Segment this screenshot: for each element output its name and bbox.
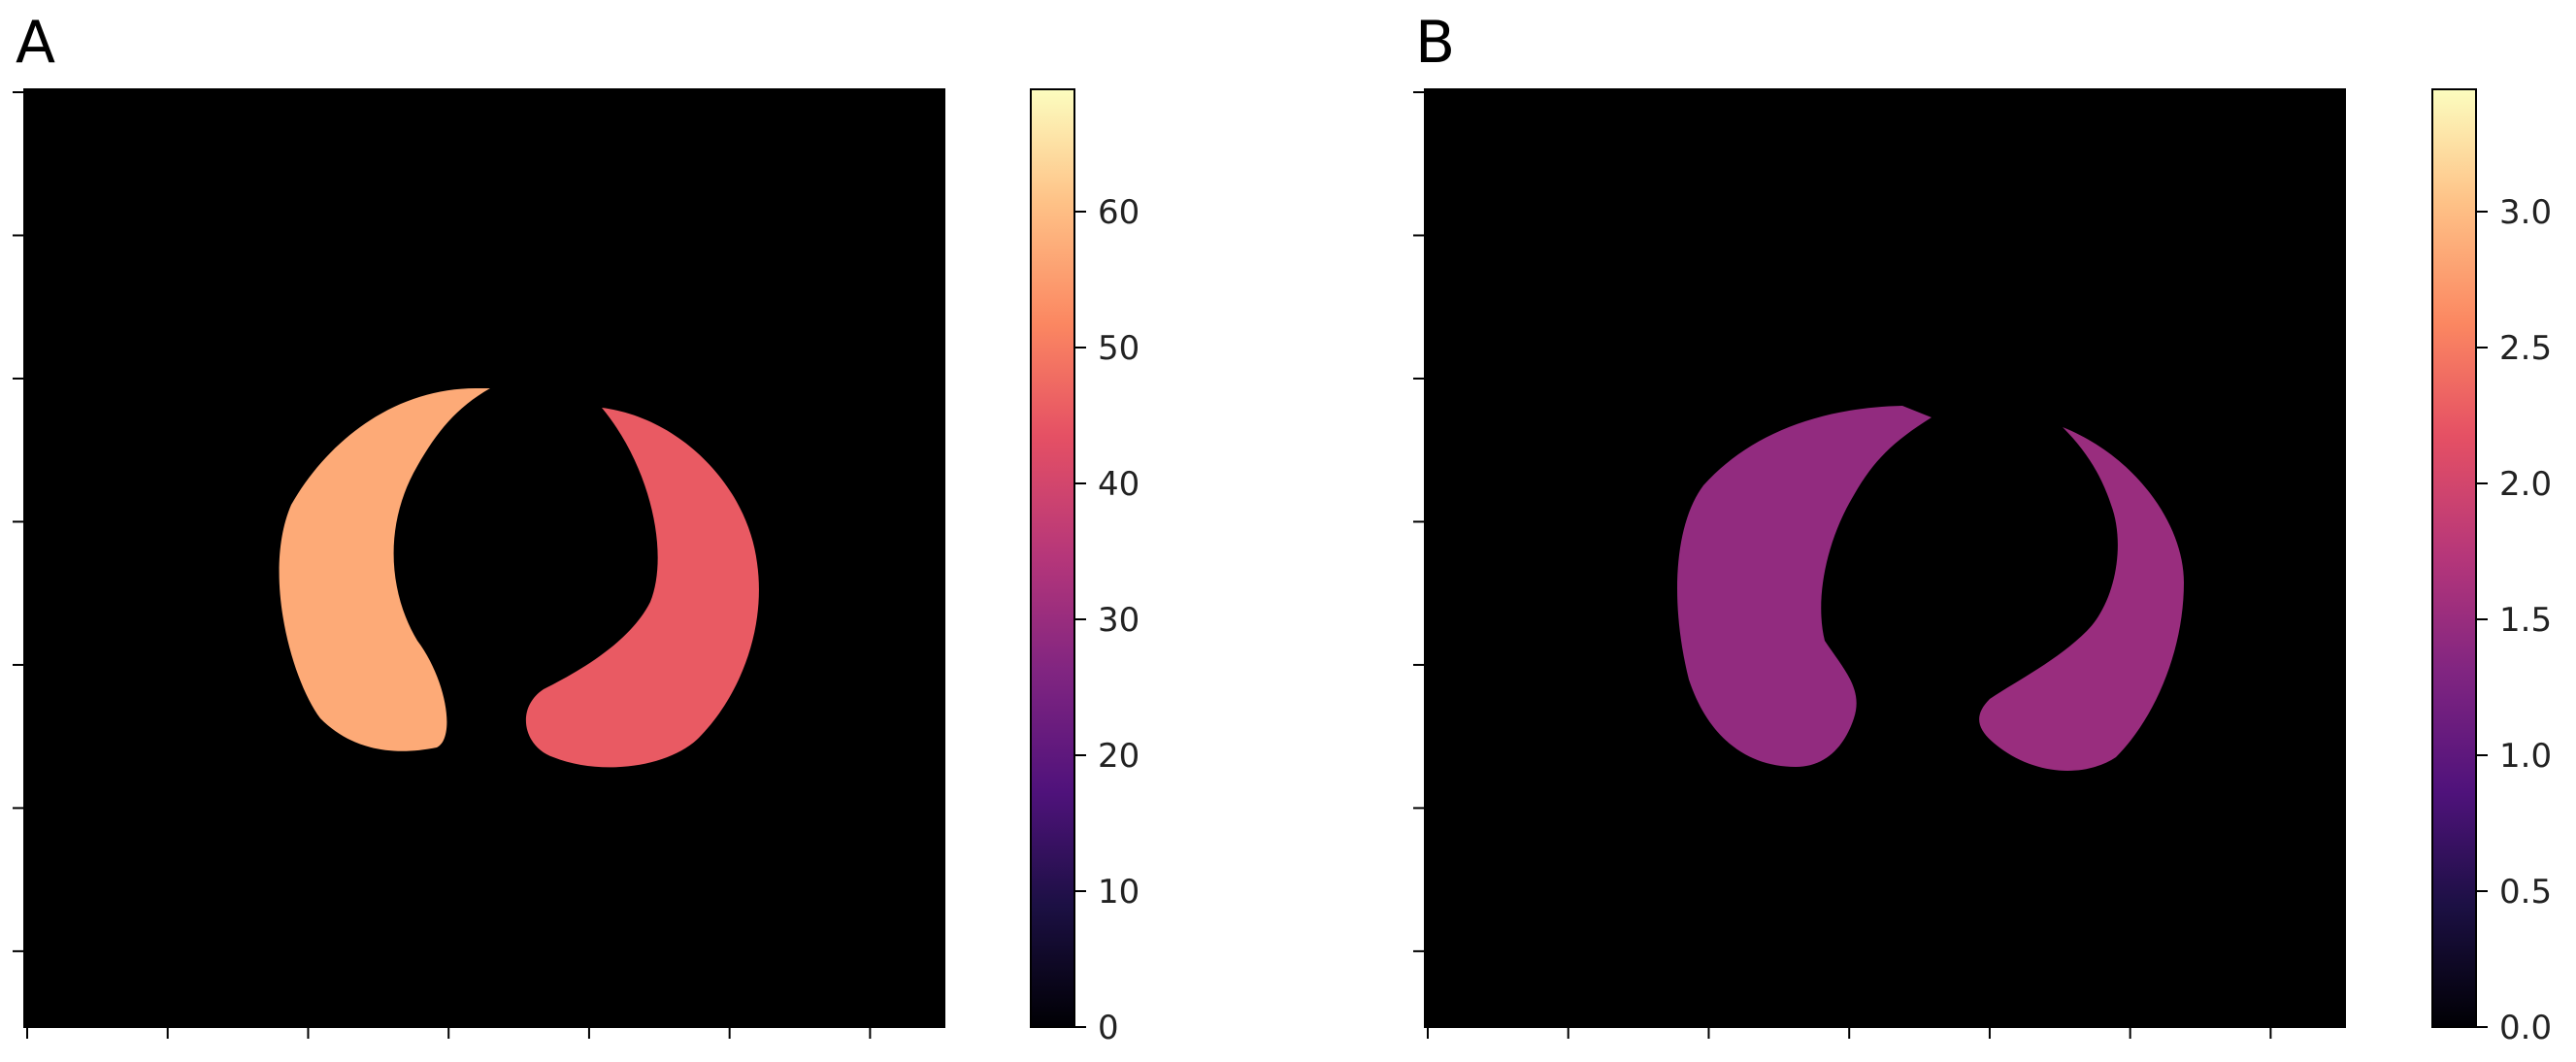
colorbar-tick-label: 0 [1098, 1009, 1119, 1047]
heatmap-region-left-lung [1979, 427, 2184, 771]
heatmap-background [1425, 89, 2345, 1027]
colorbar-tick-label: 3.0 [2499, 193, 2552, 232]
chart-panel-a: 0 10 20 30 40 50 60 [13, 88, 1139, 1047]
colorbar-tick-label: 10 [1098, 873, 1139, 912]
colorbar-tick-label: 0.0 [2499, 1009, 2552, 1047]
colorbar [1030, 88, 1075, 1028]
colorbar-tick-label: 0.5 [2499, 873, 2552, 912]
axes-frame [1424, 88, 2346, 1028]
heatmap-region-right-lung [279, 388, 490, 751]
colorbar-tick-label: 50 [1098, 329, 1139, 368]
colorbar-tick-label: 30 [1098, 601, 1139, 640]
colorbar-tick-label: 2.0 [2499, 465, 2552, 504]
colorbar-tick-label: 60 [1098, 193, 1139, 232]
panel-label-a: A [16, 9, 56, 77]
axes-frame [23, 88, 945, 1028]
heatmap-region-left-lung [525, 408, 759, 768]
panel-label-b: B [1415, 9, 1456, 77]
colorbar-tick-label: 1.0 [2499, 737, 2552, 776]
colorbar-tick-label: 20 [1098, 737, 1139, 776]
colorbar [2431, 88, 2477, 1028]
colorbar-tick-label: 1.5 [2499, 601, 2552, 640]
chart-panel-b: 0.0 0.5 1.0 1.5 2.0 2.5 3.0 [1413, 88, 2552, 1047]
colorbar-tick-label: 2.5 [2499, 329, 2552, 368]
heatmap-background [24, 89, 944, 1027]
heatmap-region-right-lung [1677, 406, 1932, 767]
colorbar-tick-label: 40 [1098, 465, 1139, 504]
